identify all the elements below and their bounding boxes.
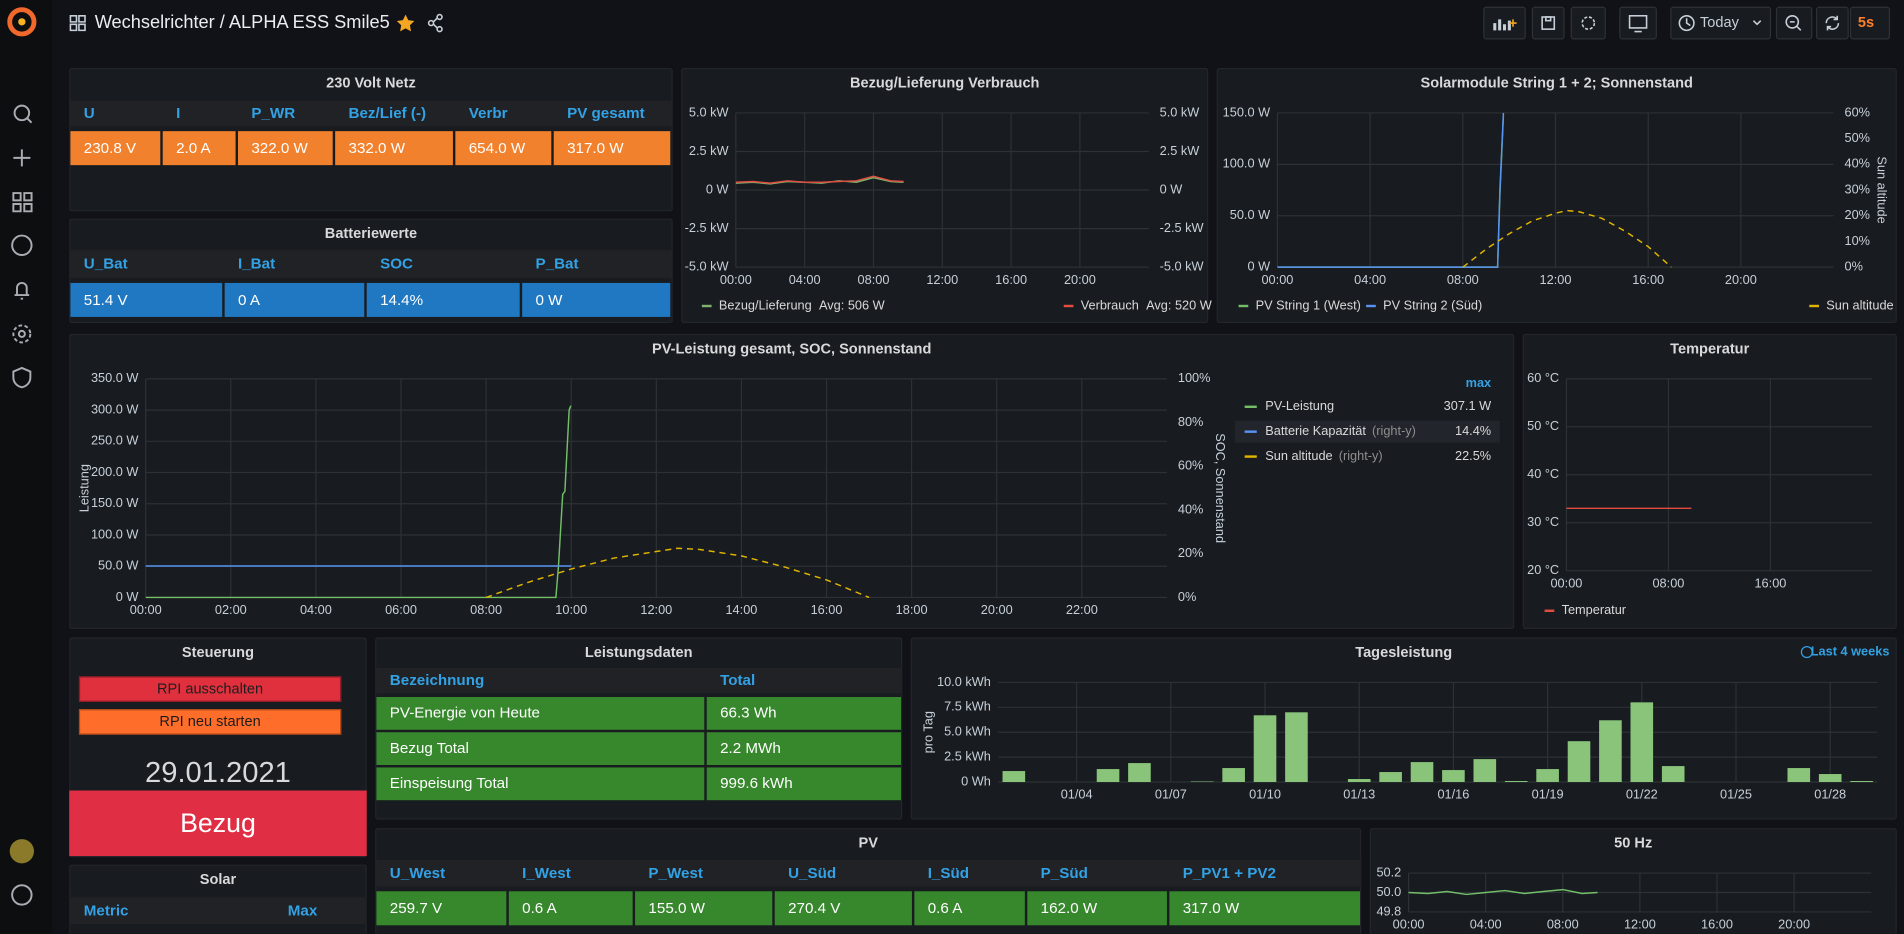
- panel-title: Bezug/Lieferung Verbrauch: [681, 74, 1208, 91]
- table-cell: 332.0 W: [335, 131, 453, 165]
- table-header: [69, 250, 671, 278]
- button[interactable]: RPI neu starten: [79, 709, 341, 735]
- column-header[interactable]: I: [176, 101, 180, 127]
- panel-title: Temperatur: [1523, 340, 1897, 357]
- column-header[interactable]: P_Bat: [536, 250, 579, 278]
- column-header[interactable]: I_Bat: [238, 250, 275, 278]
- panel-title: PV: [375, 834, 1361, 851]
- panel-title: Batteriewerte: [69, 225, 673, 242]
- column-header[interactable]: P_PV1 + PV2: [1183, 860, 1276, 887]
- column-header[interactable]: I_West: [522, 860, 571, 887]
- panel-title: 50 Hz: [1370, 834, 1897, 851]
- column-header[interactable]: U_Bat: [84, 250, 128, 278]
- panel-title: Steuerung: [69, 644, 367, 661]
- table-cell: 155.0 W: [635, 891, 772, 925]
- table-cell: PV-Energie von Heute: [376, 697, 704, 730]
- table-cell: 259.7 V: [376, 891, 506, 925]
- column-header[interactable]: Max: [288, 897, 318, 924]
- column-header[interactable]: P_Süd: [1041, 860, 1088, 887]
- date-value: 29.01.2021: [69, 757, 367, 791]
- status: Bezug: [69, 791, 367, 857]
- table-cell: 999.6 kWh: [707, 767, 901, 800]
- table-cell: 230.8 V: [70, 131, 160, 165]
- panel-title: Solar: [69, 871, 367, 888]
- table-cell: 654.0 W: [455, 131, 551, 165]
- panel: [911, 638, 1897, 820]
- table-cell: Einspeisung Total: [376, 767, 704, 800]
- panel: [681, 68, 1208, 323]
- table-cell: 317.0 W: [1169, 891, 1360, 925]
- column-header[interactable]: SOC: [380, 250, 413, 278]
- panel: [1523, 334, 1897, 629]
- table-cell: 322.0 W: [238, 131, 333, 165]
- panel: [69, 334, 1514, 629]
- column-header[interactable]: Metric: [84, 897, 129, 924]
- table-cell: 2.0 A: [163, 131, 236, 165]
- column-header[interactable]: Verbr: [469, 101, 508, 127]
- table-cell: 0.6 A: [509, 891, 633, 925]
- panel-title: Tagesleistung: [911, 644, 1897, 661]
- table-cell: 2.2 MWh: [707, 732, 901, 765]
- table-cell: 162.0 W: [1027, 891, 1167, 925]
- column-header[interactable]: Total: [720, 668, 755, 694]
- table-cell: Bezug Total: [376, 732, 704, 765]
- table-cell: 66.3 Wh: [707, 697, 901, 730]
- column-header[interactable]: U: [84, 101, 95, 127]
- column-header[interactable]: U_West: [390, 860, 445, 887]
- table-cell: 270.4 V: [775, 891, 912, 925]
- panel-title: PV-Leistung gesamt, SOC, Sonnenstand: [69, 340, 1514, 357]
- column-header[interactable]: P_WR: [251, 101, 295, 127]
- column-header[interactable]: P_West: [648, 860, 703, 887]
- panel-title: 230 Volt Netz: [69, 74, 673, 91]
- table-cell: 0.6 A: [914, 891, 1025, 925]
- button[interactable]: RPI ausschalten: [79, 676, 341, 702]
- table-cell: 317.0 W: [554, 131, 671, 165]
- panel-title: Leistungsdaten: [375, 644, 902, 661]
- table-cell: 14.4%: [367, 283, 520, 317]
- table-cell: 0 W: [522, 283, 670, 317]
- column-header[interactable]: Bezeichnung: [390, 668, 484, 694]
- table-cell: 0 A: [225, 283, 365, 317]
- column-header[interactable]: I_Süd: [928, 860, 969, 887]
- column-header[interactable]: PV gesamt: [567, 101, 645, 127]
- column-header[interactable]: U_Süd: [788, 860, 836, 887]
- table-cell: 51.4 V: [70, 283, 222, 317]
- panel-title: Solarmodule String 1 + 2; Sonnenstand: [1217, 74, 1897, 91]
- column-header[interactable]: Bez/Lief (-): [349, 101, 427, 127]
- panel: [1217, 68, 1897, 323]
